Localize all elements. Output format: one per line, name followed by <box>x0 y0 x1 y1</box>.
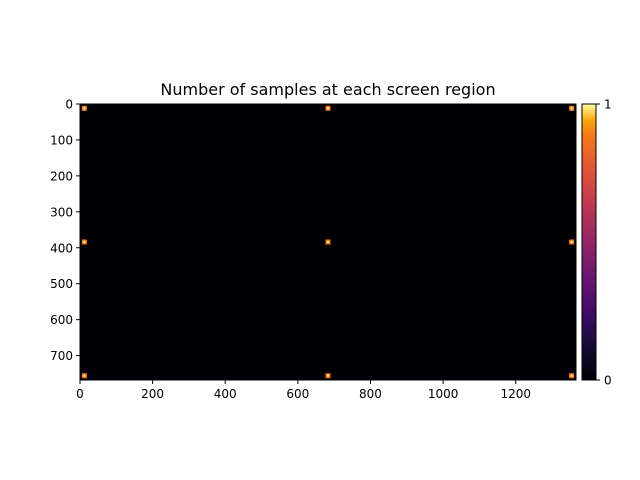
y-tick-label: 100 <box>50 133 73 147</box>
sample-point-core-3 <box>83 241 85 243</box>
sample-point-core-0 <box>83 107 85 109</box>
colorbar-tick-label: 1 <box>604 98 612 112</box>
sample-point-core-2 <box>571 107 573 109</box>
x-tick-label: 800 <box>359 387 382 401</box>
x-tick-label: 400 <box>214 387 237 401</box>
x-tick-label: 1000 <box>428 387 459 401</box>
y-tick-label: 700 <box>50 349 73 363</box>
colorbar-tick-label: 0 <box>604 374 612 388</box>
y-tick-label: 200 <box>50 169 73 183</box>
x-axis: 0 200 400 600 800 1000 1200 <box>76 380 531 401</box>
x-tick-label: 200 <box>141 387 164 401</box>
sample-point-core-4 <box>327 241 329 243</box>
y-tick-label: 600 <box>50 313 73 327</box>
y-tick-label: 500 <box>50 277 73 291</box>
colorbar <box>582 104 596 380</box>
sample-point-core-6 <box>83 375 85 377</box>
sample-point-core-1 <box>327 107 329 109</box>
y-tick-label: 400 <box>50 241 73 255</box>
y-axis: 0 100 200 300 400 500 600 700 <box>50 98 80 364</box>
colorbar-axis: 01 <box>596 98 612 388</box>
chart-title: Number of samples at each screen region <box>160 80 495 99</box>
sample-point-core-5 <box>571 241 573 243</box>
sample-point-core-8 <box>571 375 573 377</box>
x-tick-label: 0 <box>76 387 84 401</box>
x-tick-label: 600 <box>286 387 309 401</box>
sample-point-core-7 <box>327 375 329 377</box>
y-tick-label: 0 <box>65 98 73 112</box>
y-tick-label: 300 <box>50 205 73 219</box>
x-tick-label: 1200 <box>500 387 531 401</box>
